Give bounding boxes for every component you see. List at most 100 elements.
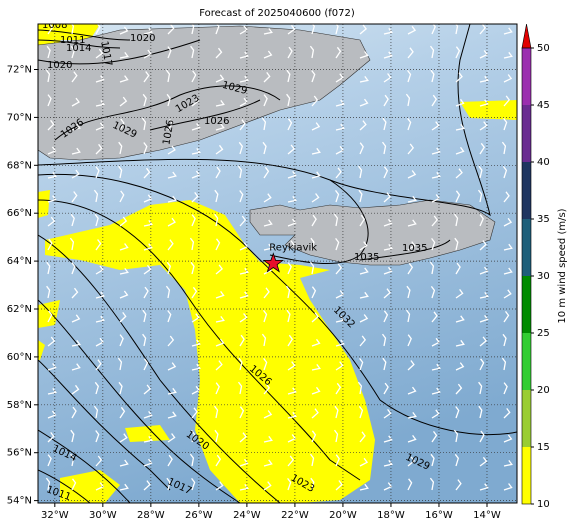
wind-barb bbox=[71, 123, 81, 131]
wind-barb bbox=[47, 310, 53, 323]
wind-barb bbox=[71, 147, 81, 155]
wind-barb bbox=[383, 94, 389, 107]
wind-barb bbox=[335, 167, 342, 179]
wind-barb bbox=[71, 97, 80, 107]
wind-barb bbox=[287, 240, 295, 251]
wind-barb bbox=[455, 289, 464, 299]
wind-barb bbox=[503, 191, 510, 203]
wind-barb bbox=[407, 360, 415, 371]
wind-barb bbox=[47, 119, 55, 131]
wind-barb bbox=[287, 387, 297, 395]
wind-barb bbox=[47, 363, 57, 371]
wind-barb bbox=[237, 381, 243, 395]
wind-barb bbox=[359, 483, 369, 491]
wind-barb bbox=[431, 311, 438, 323]
wind-barb bbox=[214, 189, 219, 203]
colorbar-tick-label: 50 bbox=[537, 43, 550, 54]
wind-barb bbox=[239, 406, 245, 419]
wind-barb bbox=[189, 237, 195, 251]
wind-barb bbox=[47, 432, 55, 443]
wind-barb bbox=[287, 411, 297, 419]
contour-label: 1014 bbox=[66, 43, 91, 54]
wind-barb bbox=[479, 358, 485, 371]
wind-barb bbox=[311, 338, 321, 347]
place-label: Reykjavik bbox=[269, 243, 317, 254]
contour-label: 1017 bbox=[98, 40, 113, 67]
wind-barb bbox=[479, 456, 488, 467]
wind-barb bbox=[407, 118, 412, 131]
wind-barb bbox=[335, 263, 343, 275]
wind-barb bbox=[287, 144, 295, 155]
colorbar-segment bbox=[522, 447, 531, 504]
wind-barb bbox=[383, 459, 393, 467]
contour-label: 1020 bbox=[130, 33, 155, 44]
wind-barb bbox=[431, 171, 441, 179]
wind-barb bbox=[71, 287, 79, 299]
wind-barb bbox=[455, 72, 463, 83]
wind-barb bbox=[71, 384, 80, 395]
wind-barb bbox=[503, 483, 513, 491]
wind-barb bbox=[119, 406, 126, 419]
wind-barb bbox=[309, 453, 315, 467]
wind-barb bbox=[383, 166, 389, 179]
wind-barb bbox=[47, 454, 52, 467]
wind-barb bbox=[191, 70, 197, 83]
wind-barb bbox=[359, 241, 368, 251]
wind-barb bbox=[118, 141, 123, 155]
wind-barbs bbox=[45, 24, 513, 491]
wind-barb bbox=[407, 334, 412, 347]
wind-barb bbox=[191, 214, 196, 227]
wind-barb bbox=[334, 405, 339, 419]
wind-barb bbox=[477, 189, 483, 203]
wind-barb bbox=[455, 315, 465, 323]
wind-barb bbox=[93, 189, 99, 203]
wind-barb bbox=[407, 143, 415, 155]
wind-barb bbox=[95, 315, 105, 323]
wind-barb bbox=[287, 196, 297, 203]
wind-barb bbox=[406, 285, 411, 299]
wind-barb bbox=[119, 334, 124, 347]
wind-barb bbox=[407, 478, 413, 491]
wind-barb bbox=[455, 190, 461, 203]
wind-barb bbox=[239, 25, 248, 35]
wind-barb bbox=[167, 454, 173, 467]
wind-barb bbox=[215, 166, 221, 179]
x-tick-label: 16°W bbox=[425, 510, 453, 521]
wind-barb bbox=[335, 238, 340, 251]
wind-barb bbox=[94, 381, 100, 395]
wind-barb bbox=[143, 286, 149, 299]
wind-barb bbox=[503, 434, 513, 443]
wind-barb bbox=[95, 166, 100, 179]
wind-barb bbox=[383, 288, 391, 299]
wind-barb bbox=[311, 122, 321, 131]
wind-barb bbox=[383, 192, 391, 203]
wind-barb bbox=[311, 193, 320, 203]
colorbar-segment bbox=[522, 333, 531, 390]
wind-barb bbox=[359, 291, 369, 299]
wind-barb bbox=[431, 431, 438, 443]
wind-barb bbox=[143, 358, 149, 371]
wind-barb bbox=[359, 431, 366, 443]
wind-barb bbox=[430, 286, 436, 299]
colorbar-tick-label: 45 bbox=[537, 100, 550, 111]
wind-barb bbox=[70, 213, 75, 227]
wind-barb bbox=[47, 238, 53, 251]
wind-barb bbox=[383, 244, 393, 251]
wind-barb bbox=[215, 481, 224, 491]
wind-barb bbox=[191, 339, 201, 347]
wind-barb bbox=[333, 429, 339, 443]
place-star bbox=[262, 252, 284, 273]
wind-barb bbox=[359, 267, 369, 275]
wind-barb bbox=[311, 171, 321, 179]
wind-barb bbox=[143, 194, 153, 203]
wind-barb bbox=[358, 189, 363, 203]
wind-barb bbox=[333, 213, 339, 227]
wind-barb bbox=[311, 95, 319, 107]
wind-barb bbox=[431, 409, 440, 419]
colorbar-segment bbox=[522, 390, 531, 447]
wind-barb bbox=[311, 364, 321, 371]
wind-barb bbox=[383, 382, 389, 395]
wind-barb bbox=[215, 74, 225, 83]
wind-barb bbox=[502, 166, 508, 179]
wind-barb bbox=[142, 333, 147, 347]
